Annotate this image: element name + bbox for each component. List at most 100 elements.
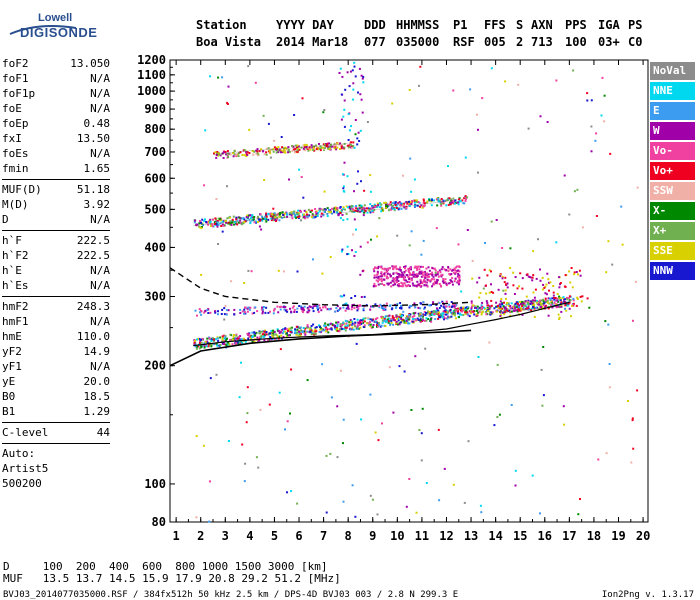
echo-point (490, 67, 493, 70)
echo-point (390, 285, 393, 288)
echo-point (291, 306, 294, 309)
echo-point (380, 306, 383, 309)
echo-point (229, 216, 232, 219)
echo-point (502, 289, 505, 292)
echo-point (195, 516, 198, 519)
echo-point (377, 439, 380, 442)
echo-point (472, 304, 475, 307)
echo-point (333, 147, 336, 150)
echo-point (286, 420, 289, 423)
echo-point (477, 128, 479, 131)
echo-point (317, 310, 320, 313)
echo-point (374, 320, 377, 323)
echo-point (470, 300, 473, 303)
echo-point (288, 150, 291, 153)
echo-point (289, 330, 292, 333)
echo-point (286, 213, 289, 216)
echo-point (305, 146, 308, 148)
echo-point (325, 511, 328, 514)
param-name: hmF2 (2, 300, 29, 313)
echo-point (366, 121, 369, 123)
echo-point (261, 217, 264, 220)
echo-point (590, 125, 593, 128)
echo-point (251, 340, 254, 343)
params-group-confidence: C-level 44 (2, 425, 110, 440)
echo-point (524, 304, 527, 307)
echo-point (505, 303, 508, 306)
echo-point (564, 307, 566, 310)
echo-point (200, 313, 203, 316)
echo-point (320, 212, 323, 215)
echo-point (420, 432, 423, 435)
x-tick-label: 11 (415, 529, 429, 543)
echo-point (505, 310, 508, 313)
echo-point (448, 303, 451, 306)
echo-point (272, 150, 275, 153)
echo-point (226, 217, 229, 220)
echo-point (514, 302, 517, 305)
echo-point (349, 328, 352, 331)
echo-point (453, 313, 456, 315)
echo-point (543, 302, 546, 305)
echo-point (265, 153, 268, 156)
echo-point (445, 310, 448, 313)
echo-point (447, 203, 450, 206)
echo-point (241, 342, 244, 344)
echo-point (196, 338, 198, 341)
echo-point (297, 147, 300, 150)
echo-point (222, 343, 225, 345)
echo-point (385, 205, 388, 208)
echo-point (327, 147, 330, 150)
echo-point (531, 299, 534, 302)
echo-point (411, 320, 414, 323)
echo-point (288, 178, 290, 181)
echo-point (420, 204, 423, 207)
echo-point (370, 207, 373, 210)
echo-point (501, 247, 504, 249)
echo-point (222, 157, 225, 159)
echo-point (422, 301, 425, 304)
echo-point (337, 214, 340, 217)
echo-point (420, 459, 423, 462)
echo-point (350, 141, 353, 144)
x-tick-label: 10 (390, 529, 404, 543)
echo-point (445, 317, 448, 320)
echo-point (506, 286, 509, 289)
echo-point (479, 504, 482, 507)
echo-point (323, 109, 326, 111)
echo-point (419, 284, 422, 287)
echo-point (418, 84, 420, 87)
echo-point (353, 318, 356, 320)
echo-point (430, 204, 433, 207)
echo-point (464, 312, 467, 315)
echo-point (392, 204, 395, 207)
echo-point (456, 281, 459, 284)
echo-point (450, 315, 453, 318)
echo-point (367, 322, 370, 325)
distance-row: D 100 200 400 600 800 1000 1500 3000 [km… (3, 560, 328, 573)
echo-point (514, 306, 517, 309)
echo-point (451, 303, 454, 305)
echo-point (316, 214, 319, 217)
echo-point (314, 304, 317, 307)
echo-point (203, 184, 206, 187)
echo-point (351, 484, 354, 487)
echo-point (235, 342, 238, 345)
echo-point (423, 306, 426, 309)
echo-point (358, 207, 361, 210)
echo-point (438, 269, 441, 272)
echo-point (573, 271, 576, 274)
echo-point (395, 306, 397, 309)
echo-point (387, 317, 390, 320)
echo-point (219, 217, 222, 220)
echo-point (437, 200, 440, 203)
echo-point (454, 269, 457, 272)
echo-point (355, 205, 358, 207)
echo-point (274, 338, 277, 341)
echo-point (405, 285, 408, 288)
echo-point (314, 215, 317, 218)
echo-point (457, 307, 460, 310)
echo-point (227, 440, 230, 442)
echo-point (296, 328, 299, 331)
echo-point (562, 296, 565, 299)
